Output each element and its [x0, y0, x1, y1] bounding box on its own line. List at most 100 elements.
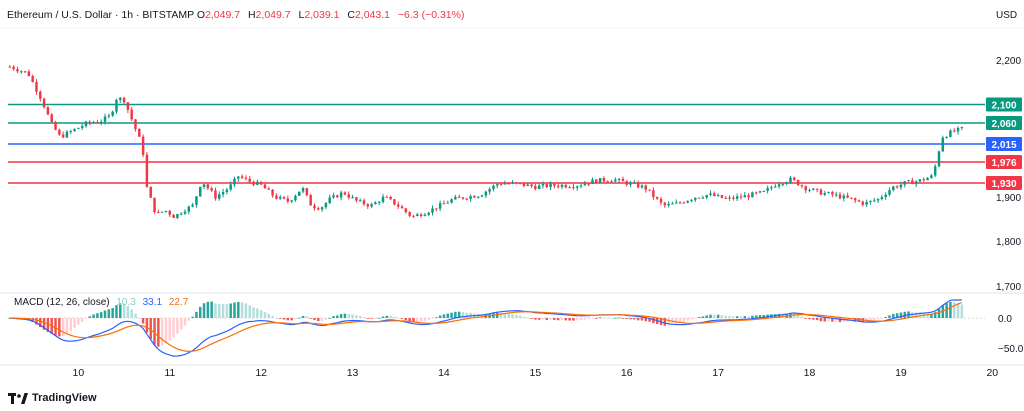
candle-body: [598, 178, 602, 183]
macd-bar: [496, 312, 499, 318]
macd-bar: [602, 317, 606, 319]
macd-bar: [423, 318, 427, 322]
level-label-2: 2,015: [991, 140, 1016, 151]
candle-body: [800, 185, 804, 187]
candle-body: [530, 184, 533, 187]
candle-body: [488, 189, 491, 192]
candle-body: [865, 201, 868, 205]
candle-body: [644, 185, 648, 190]
macd-bar: [233, 302, 236, 318]
candle-body: [172, 214, 175, 218]
candle-body: [728, 197, 731, 199]
candle-body: [754, 192, 758, 194]
level-badge-0: [986, 97, 1022, 112]
candle-body: [793, 177, 796, 180]
candle-body: [42, 98, 46, 108]
candle-body: [119, 97, 122, 100]
candle-body: [183, 211, 187, 214]
candle-body: [301, 188, 305, 192]
macd-bar: [39, 318, 42, 328]
macd-bar: [320, 318, 324, 322]
candle-body: [138, 128, 141, 137]
macd-bar: [157, 318, 160, 347]
macd-title: MACD (12, 26, close): [14, 297, 110, 308]
macd-bar: [179, 318, 183, 330]
macd-bar: [99, 312, 103, 318]
candle-body: [812, 188, 815, 190]
macd-bar: [804, 318, 807, 319]
macd-hist-value: 10.3: [116, 297, 136, 308]
candle-body: [218, 194, 221, 199]
candle-body: [762, 190, 766, 192]
candle-body: [457, 196, 461, 198]
level-label-1: 2,060: [991, 119, 1016, 130]
candle-body: [499, 184, 503, 186]
candle-body: [560, 184, 564, 187]
tradingview-icon: [8, 392, 28, 404]
candle-body: [80, 126, 84, 128]
candle-body: [473, 196, 476, 198]
macd-bar: [838, 318, 842, 323]
candle-body: [655, 197, 659, 199]
candle-body: [903, 181, 906, 185]
macd-bar: [575, 318, 579, 321]
macd-bar: [92, 314, 95, 318]
candle-body: [157, 212, 160, 214]
candle-body: [682, 202, 686, 204]
macd-bar: [431, 318, 434, 319]
currency-label[interactable]: USD: [996, 10, 1018, 21]
macd-bar: [926, 313, 929, 318]
time-tick-2: 12: [255, 367, 267, 379]
macd-bar: [716, 314, 720, 318]
candle-body: [853, 198, 857, 201]
macd-bar: [218, 303, 221, 318]
signal-line: [9, 301, 963, 353]
tradingview-logo[interactable]: TradingView: [8, 392, 97, 404]
candle-body: [617, 178, 621, 180]
macd-bar: [537, 318, 541, 320]
candle-body: [507, 183, 510, 185]
candle-body: [23, 71, 27, 73]
candle-body: [160, 211, 164, 213]
macd-bar: [61, 318, 65, 337]
candle-body: [884, 194, 887, 198]
candle-body: [214, 190, 217, 199]
candle-body: [873, 200, 876, 202]
macd-bar: [515, 314, 518, 318]
candle-body: [511, 182, 514, 184]
candle-body: [126, 102, 130, 110]
level-badge-3: [986, 155, 1022, 169]
candle-body: [526, 184, 529, 186]
candle-body: [579, 185, 583, 187]
macd-bar: [952, 302, 956, 318]
macd-bar: [282, 318, 286, 320]
macd-bar: [610, 317, 613, 319]
candle-body: [572, 187, 575, 189]
macd-legend[interactable]: MACD (12, 26, close) 10.3 33.1 22.7: [14, 297, 188, 308]
macd-bar: [895, 313, 899, 318]
macd-bar: [507, 313, 510, 318]
macd-bar: [336, 315, 339, 318]
close-value: 2,043.1: [354, 9, 390, 21]
macd-bar: [831, 318, 834, 322]
time-tick-1: 11: [164, 367, 175, 379]
candle-body: [134, 119, 137, 129]
macd-bar: [332, 316, 335, 318]
candle-body: [362, 200, 366, 205]
candle-body: [751, 192, 754, 198]
macd-bar: [518, 315, 522, 318]
macd-bar: [290, 318, 293, 321]
macd-bar: [278, 318, 282, 319]
candle-body: [431, 208, 434, 213]
candle-body: [697, 197, 701, 199]
candle-body: [922, 179, 926, 181]
candle-body: [278, 196, 282, 199]
candle-body: [941, 137, 945, 152]
macd-bar: [633, 318, 636, 320]
macd-bar: [606, 317, 609, 319]
macd-bar: [42, 318, 46, 330]
macd-bar: [869, 318, 872, 321]
macd-bar: [914, 312, 918, 318]
macd-bar: [381, 316, 385, 318]
